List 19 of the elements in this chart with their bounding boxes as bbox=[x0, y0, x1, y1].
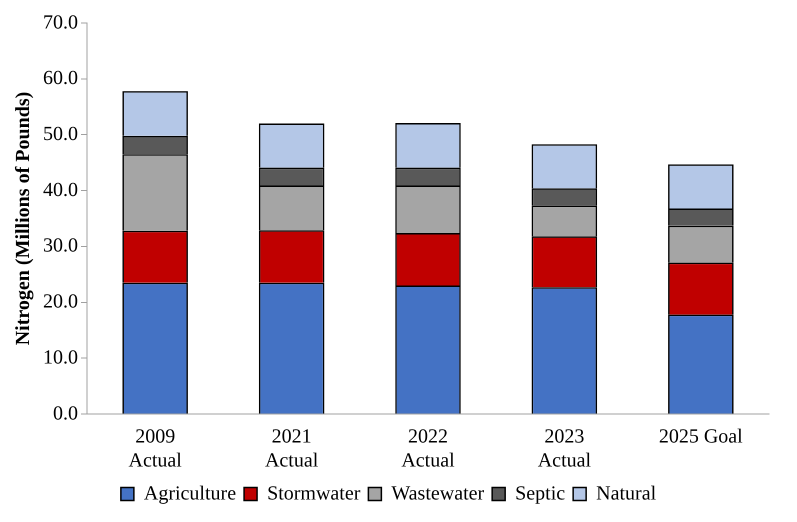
legend-label: Agriculture bbox=[144, 482, 236, 504]
y-tick-label: 50.0 bbox=[43, 122, 78, 145]
legend-label: Natural bbox=[596, 482, 657, 504]
y-tick-label: 0.0 bbox=[53, 402, 78, 424]
y-tick-label: 10.0 bbox=[43, 346, 78, 368]
y-tick-label: 20.0 bbox=[43, 290, 78, 313]
x-tick-label: 2009 Actual bbox=[128, 425, 182, 472]
y-tick-label: 60.0 bbox=[43, 67, 78, 90]
y-tick-label: 70.0 bbox=[43, 11, 78, 34]
legend-label: Stormwater bbox=[267, 482, 361, 504]
legend-label: Septic bbox=[515, 482, 566, 504]
y-tick-label: 40.0 bbox=[43, 178, 78, 201]
x-tick-label: 2025 Goal bbox=[658, 425, 744, 448]
x-tick-label: 2023 Actual bbox=[538, 425, 592, 472]
x-tick-label: 2022 Actual bbox=[401, 425, 456, 472]
y-tick-label: 30.0 bbox=[43, 234, 78, 257]
x-tick-label: 2021 Actual bbox=[264, 425, 319, 472]
y-axis-title: Nitrogen (Millions of Pounds) bbox=[12, 92, 34, 346]
legend-label: Wastewater bbox=[391, 482, 484, 504]
